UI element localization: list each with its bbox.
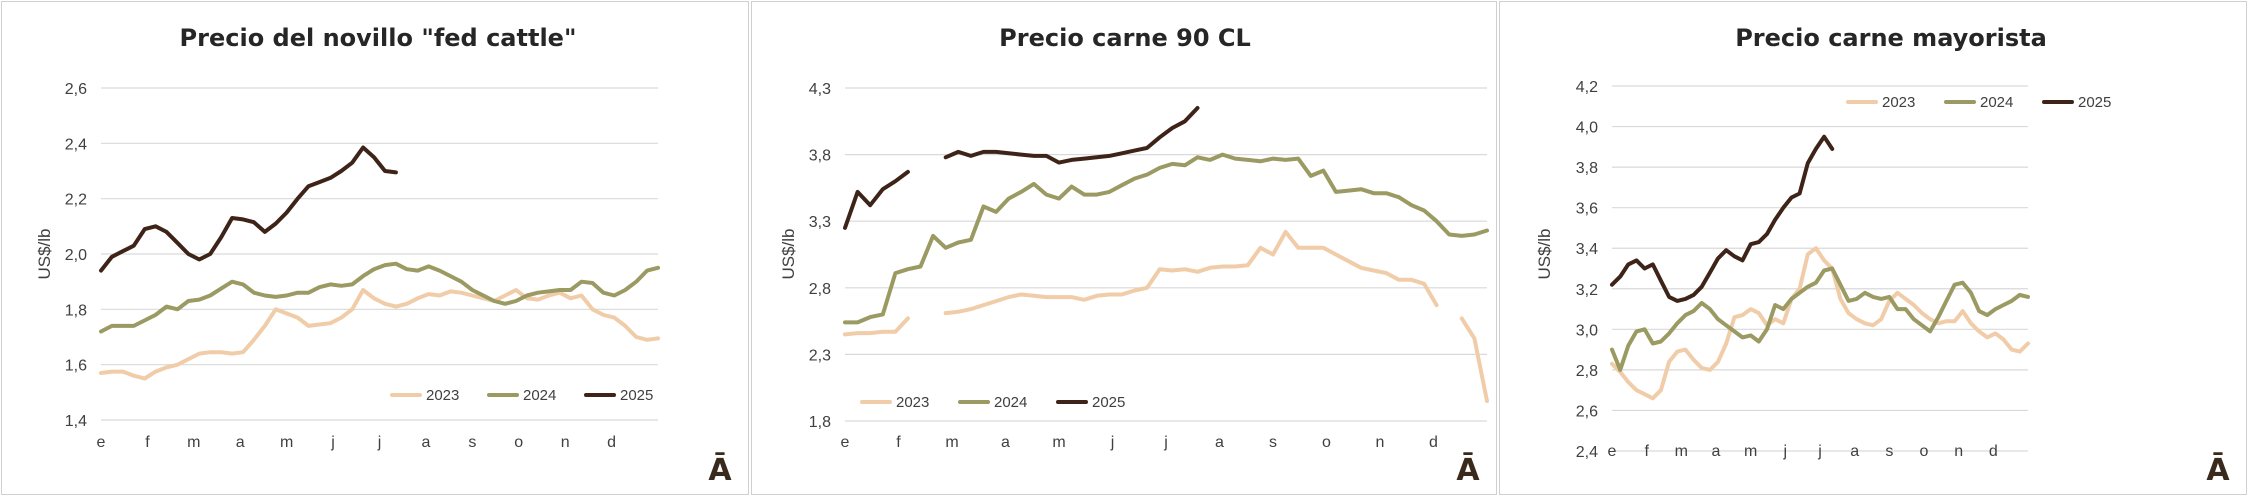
series-line-2023 <box>99 288 660 381</box>
x-tick-label: m <box>280 434 293 451</box>
line-chart-carne-90cl: Precio carne 90 CL US$/lb 1,8 2,3 2,8 3,3 3,8 4… <box>779 24 1489 488</box>
x-tick-label: d <box>607 434 616 451</box>
x-tick-label: d <box>1429 434 1438 451</box>
y-tick-label: 3,8 <box>1576 160 1598 177</box>
line-chart-fed-cattle: Precio del novillo "fed cattle" US$/lb 1,4… <box>35 24 732 488</box>
x-tick-label: m <box>187 434 200 451</box>
y-tick-label: 2,4 <box>65 136 87 153</box>
x-tick-label: a <box>1712 443 1721 460</box>
x-tick-label: e <box>97 434 106 451</box>
legend-label-2024: 2024 <box>1980 94 2013 111</box>
legend-label-2023: 2023 <box>896 394 929 411</box>
x-tick-label: j <box>1110 434 1115 451</box>
x-tick-label: o <box>1322 434 1331 451</box>
series-line-2023 <box>843 229 1489 403</box>
y-tick-label: 3,6 <box>1576 201 1598 218</box>
x-tick-label: a <box>1001 434 1010 451</box>
x-tick-label: n <box>1376 434 1385 451</box>
corner-logo-mark: Ā <box>1456 452 1480 488</box>
x-tick-label: a <box>1215 434 1224 451</box>
x-tick-label: m <box>945 434 958 451</box>
y-tick-label: 2,0 <box>65 247 87 264</box>
legend-label-2024: 2024 <box>523 387 556 404</box>
x-tick-label: j <box>1783 443 1788 460</box>
y-tick-label: 4,3 <box>809 81 831 98</box>
x-tick-label: m <box>1675 443 1688 460</box>
chart-title: Precio del novillo "fed cattle" <box>180 24 577 52</box>
x-tick-label: s <box>1269 434 1277 451</box>
y-tick-label: 1,6 <box>65 358 87 375</box>
y-tick-label: 2,6 <box>65 81 87 98</box>
x-tick-label: j <box>377 434 382 451</box>
y-tick-label: 1,8 <box>809 414 831 431</box>
series-line-2025 <box>1610 134 1835 303</box>
series-line-2024 <box>1610 266 2030 372</box>
y-axis-label: US$/lb <box>1535 228 1554 279</box>
y-axis-label: US$/lb <box>35 228 54 279</box>
corner-logo-mark: Ā <box>708 452 732 488</box>
y-tick-label: 4,2 <box>1576 79 1598 96</box>
series-line-2023 <box>1610 246 2030 401</box>
chart-title: Precio carne mayorista <box>1735 24 2047 52</box>
y-tick-label: 3,4 <box>1576 241 1598 258</box>
x-tick-label: s <box>468 434 476 451</box>
y-tick-label: 1,4 <box>65 413 87 430</box>
chart-panel-carne-mayorista: Precio carne mayorista US$/lb 2,4 2,6 2,8 3,0… <box>1499 1 2247 495</box>
x-tick-label: a <box>1850 443 1859 460</box>
x-tick-label: j <box>330 434 335 451</box>
series-line-2025 <box>843 106 1200 230</box>
y-tick-label: 3,0 <box>1576 322 1598 339</box>
x-tick-label: e <box>1608 443 1617 460</box>
x-tick-label: f <box>1644 443 1649 460</box>
chart-panel-fed-cattle: Precio del novillo "fed cattle" US$/lb 1,4… <box>1 1 749 495</box>
x-tick-label: e <box>841 434 850 451</box>
legend-label-2025: 2025 <box>2078 94 2111 111</box>
series-line-2024 <box>843 152 1489 325</box>
series-line-2024 <box>99 261 660 334</box>
y-tick-label: 1,8 <box>65 302 87 319</box>
x-tick-label: m <box>1744 443 1757 460</box>
legend-label-2025: 2025 <box>1092 394 1125 411</box>
corner-logo-mark: Ā <box>2206 452 2230 488</box>
y-tick-label: 2,8 <box>809 281 831 298</box>
x-tick-label: a <box>236 434 245 451</box>
line-chart-carne-mayorista: Precio carne mayorista US$/lb 2,4 2,6 2,8 3,0… <box>1535 24 2230 488</box>
y-tick-label: 2,6 <box>1576 403 1598 420</box>
y-axis-label: US$/lb <box>779 228 798 279</box>
y-tick-label: 2,4 <box>1576 444 1598 461</box>
x-tick-label: j <box>1163 434 1168 451</box>
x-tick-label: n <box>561 434 570 451</box>
legend-label-2023: 2023 <box>1882 94 1915 111</box>
y-tick-label: 3,3 <box>809 214 831 231</box>
legend-label-2023: 2023 <box>426 387 459 404</box>
series-line-2025 <box>99 145 398 273</box>
x-tick-label: n <box>1954 443 1963 460</box>
legend-label-2025: 2025 <box>620 387 653 404</box>
y-tick-label: 4,0 <box>1576 120 1598 137</box>
y-tick-label: 3,8 <box>809 148 831 165</box>
chart-panel-carne-90cl: Precio carne 90 CL US$/lb 1,8 2,3 2,8 3,3 3,8 4… <box>751 1 1497 495</box>
x-tick-label: d <box>1989 443 1998 460</box>
x-tick-label: o <box>1920 443 1929 460</box>
x-tick-label: m <box>1052 434 1065 451</box>
x-tick-label: f <box>896 434 901 451</box>
x-tick-label: s <box>1885 443 1893 460</box>
x-tick-label: f <box>145 434 150 451</box>
legend-label-2024: 2024 <box>994 394 1027 411</box>
y-tick-label: 2,3 <box>809 347 831 364</box>
x-tick-label: j <box>1817 443 1822 460</box>
y-tick-label: 2,2 <box>65 192 87 209</box>
x-tick-label: o <box>514 434 523 451</box>
y-tick-label: 3,2 <box>1576 282 1598 299</box>
x-tick-label: a <box>421 434 430 451</box>
chart-title: Precio carne 90 CL <box>999 24 1251 52</box>
y-tick-label: 2,8 <box>1576 363 1598 380</box>
